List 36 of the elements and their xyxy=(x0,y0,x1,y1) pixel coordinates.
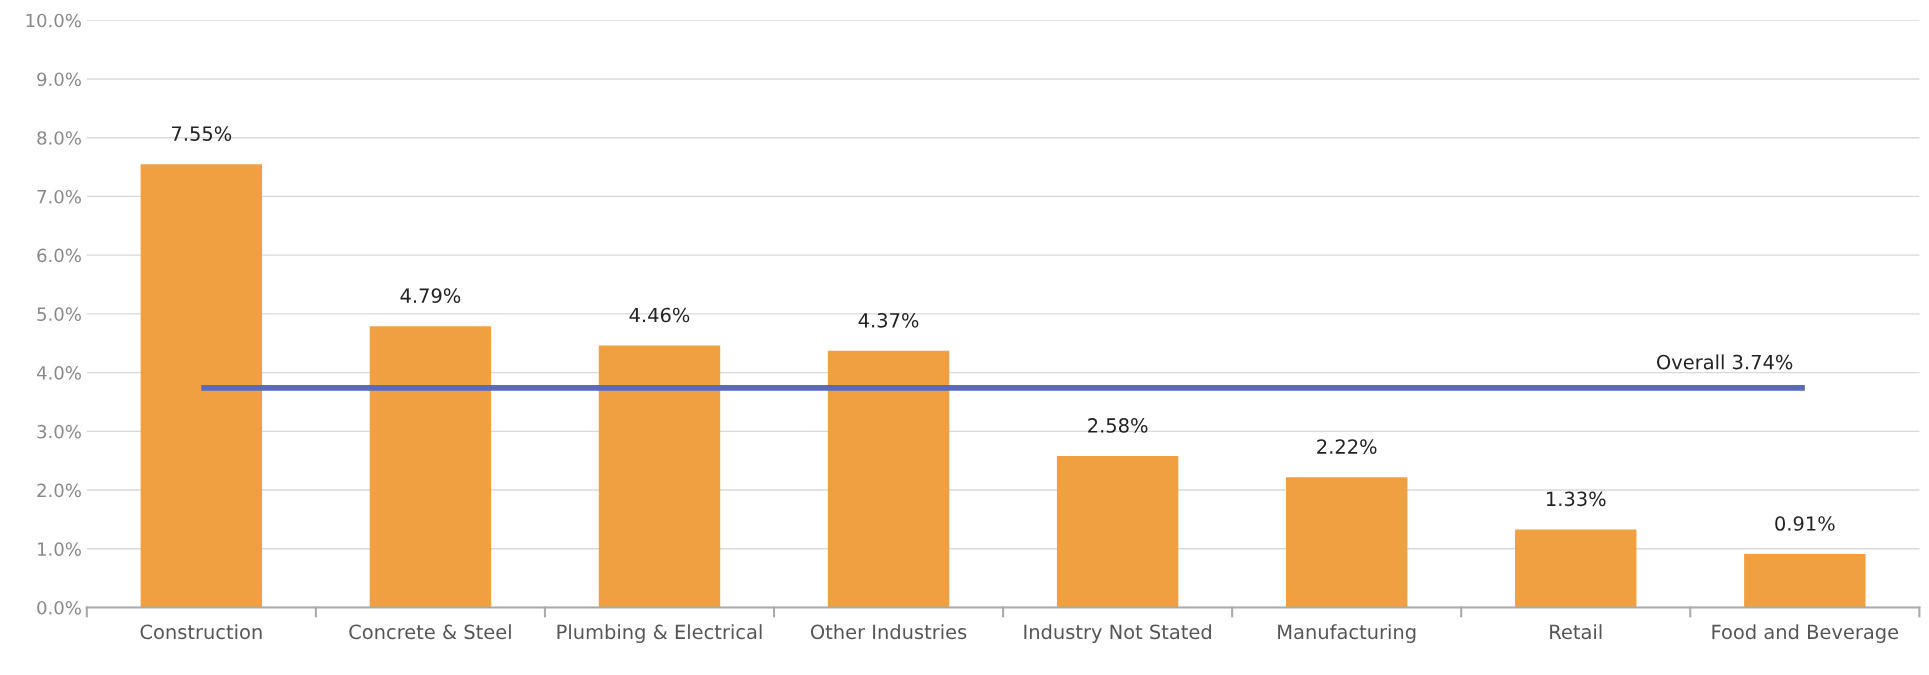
data-label: 4.79% xyxy=(400,288,461,303)
bar xyxy=(140,164,263,608)
bar xyxy=(1285,477,1408,608)
y-tick-label: 6.0% xyxy=(37,248,81,263)
y-tick-label: 10.0% xyxy=(26,13,81,28)
x-tick-label: Construction xyxy=(140,624,262,640)
ref-line-label: Overall 3.74% xyxy=(1657,354,1793,370)
y-tick-label: 5.0% xyxy=(37,307,81,321)
bar xyxy=(1515,529,1637,608)
bar xyxy=(1056,455,1179,608)
data-label: 4.46% xyxy=(629,307,690,323)
y-tick-label: 4.0% xyxy=(36,366,81,380)
data-label: 0.91% xyxy=(1775,516,1835,531)
x-tick-label: Industry Not Stated xyxy=(1024,624,1211,643)
x-tick-label: Food and Beverage xyxy=(1712,624,1899,643)
data-label: 4.37% xyxy=(858,312,919,328)
y-tick-label: 0.0% xyxy=(37,600,81,615)
bar xyxy=(1744,554,1866,608)
y-tick-label: 1.0% xyxy=(38,542,81,556)
bar xyxy=(827,350,950,608)
bar xyxy=(369,326,492,608)
x-tick-label: Manufacturing xyxy=(1278,624,1416,643)
x-tick-label: Plumbing & Electrical xyxy=(557,624,762,643)
y-tick-label: 8.0% xyxy=(37,131,81,145)
data-label: 2.58% xyxy=(1088,418,1148,433)
y-tick-label: 3.0% xyxy=(37,424,81,439)
x-tick-label: Concrete & Steel xyxy=(349,624,511,640)
y-tick-label: 9.0% xyxy=(37,72,81,87)
data-label: 1.33% xyxy=(1547,491,1606,507)
data-label: 7.55% xyxy=(172,126,232,141)
x-tick-label: Other Industries xyxy=(810,624,967,640)
y-tick-label: 7.0% xyxy=(37,189,81,204)
x-tick-label: Retail xyxy=(1550,624,1602,640)
bar xyxy=(598,345,721,608)
y-tick-label: 2.0% xyxy=(37,483,81,498)
data-label: 2.22% xyxy=(1317,439,1377,454)
